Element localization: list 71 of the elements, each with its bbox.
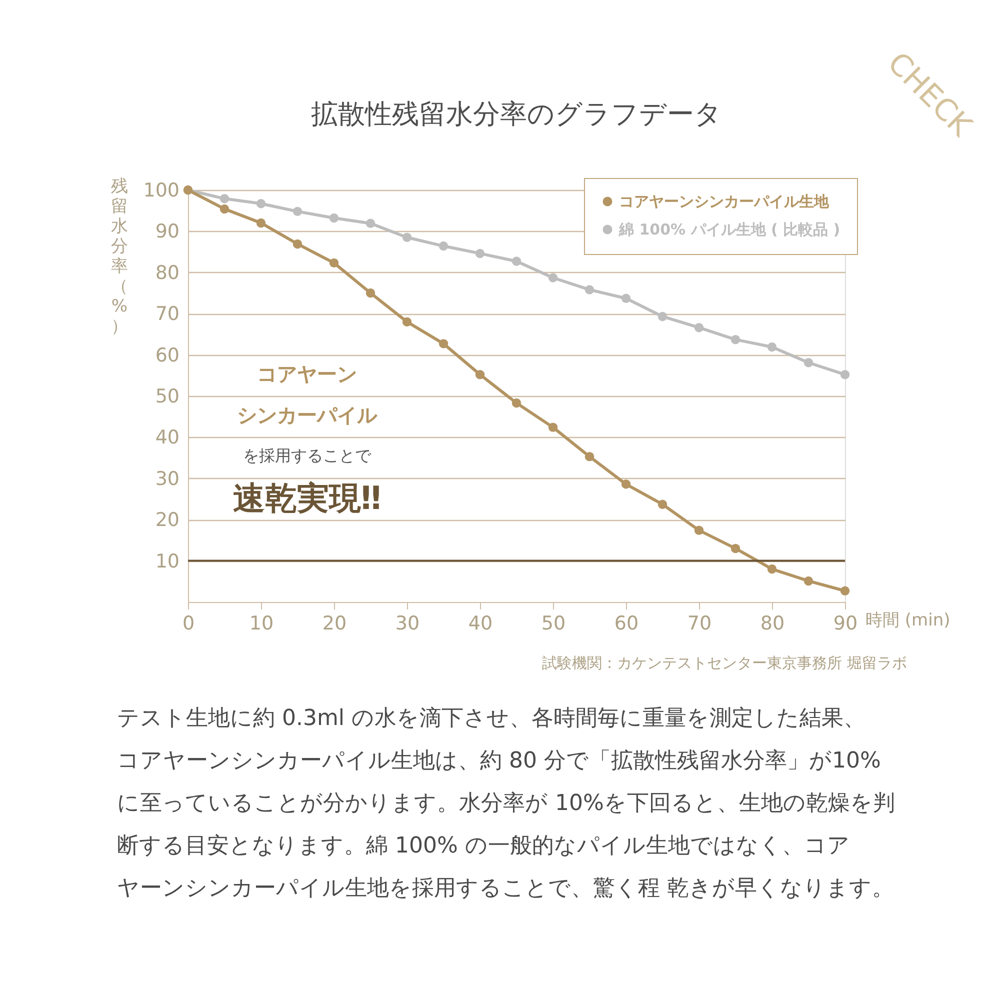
x-tick-label: 40 xyxy=(468,612,493,634)
point xyxy=(694,323,704,332)
y-tick-label: 80 xyxy=(155,262,180,284)
x-tick-label: 20 xyxy=(322,612,347,634)
point xyxy=(621,480,631,489)
point xyxy=(366,288,376,298)
point xyxy=(730,544,740,554)
y-axis-title: 残留水分率（%） xyxy=(111,176,128,336)
point xyxy=(329,258,339,268)
point xyxy=(512,256,522,266)
point xyxy=(840,586,850,596)
point xyxy=(840,370,850,380)
annotation: を採用することで xyxy=(243,446,372,465)
y-tick-label: 50 xyxy=(155,386,180,408)
point xyxy=(292,206,302,216)
point xyxy=(475,248,485,258)
x-tick-label: 0 xyxy=(182,612,195,634)
text: ヤーンシンカーパイル生地を採用することで、驚く程 乾きが早くなります。 xyxy=(117,876,894,901)
text: 断する目安となります。綿 100% の一般的なパイル生地ではなく、コア xyxy=(117,834,850,858)
y-tick-label: 70 xyxy=(155,303,180,326)
point xyxy=(256,198,266,208)
point xyxy=(584,452,594,462)
y-tick-label: 10 xyxy=(155,550,180,572)
x-tick-label: 50 xyxy=(541,612,566,634)
x-tick-label: 90 xyxy=(833,612,858,634)
x-tick-label: 80 xyxy=(760,612,785,634)
point xyxy=(220,204,230,214)
text: テスト生地に約 0.3ml の水を滴下させ、各時間毎に重量を測定した結果、 xyxy=(117,706,866,731)
point xyxy=(256,218,266,228)
point xyxy=(767,564,777,574)
point xyxy=(658,500,668,509)
annotation: コアヤーン xyxy=(257,362,357,386)
point xyxy=(438,339,448,348)
chart-title: 拡散性残留水分率のグラフデータ xyxy=(311,98,722,130)
x-tick-label: 10 xyxy=(249,612,274,634)
point xyxy=(584,285,594,294)
point xyxy=(548,273,558,282)
point xyxy=(512,398,522,408)
point xyxy=(329,213,339,223)
point xyxy=(366,218,376,228)
point xyxy=(767,342,777,352)
y-tick-label: 60 xyxy=(155,344,180,366)
point xyxy=(730,334,740,344)
point xyxy=(220,194,230,204)
x-axis-title: 時間 (min) xyxy=(866,610,950,630)
x-tick-label: 60 xyxy=(614,612,639,634)
annotation: 速乾実現‼ xyxy=(232,479,382,517)
y-tick-label: 40 xyxy=(155,426,180,449)
point xyxy=(402,317,412,326)
point xyxy=(438,241,448,251)
point xyxy=(804,576,814,586)
y-tick-label: 90 xyxy=(155,220,180,243)
legend-label: コアヤーンシンカーパイル生地 xyxy=(619,192,830,210)
point xyxy=(548,422,558,432)
point xyxy=(621,294,631,303)
x-tick-label: 30 xyxy=(395,612,420,634)
point xyxy=(292,239,302,249)
text: コアヤーンシンカーパイル生地は、約 80 分で「拡散性残留水分率」が10% xyxy=(117,748,881,774)
point xyxy=(694,526,704,535)
y-tick-label: 100 xyxy=(143,180,180,202)
text: に至っていることが分かります。水分率が 10%を下回ると、生地の乾燥を判 xyxy=(117,791,895,816)
text: 試験機関：カケンテストセンター東京事務所 堀留ラボ xyxy=(542,654,907,672)
annotation: シンカーパイル xyxy=(237,403,378,427)
y-tick-label: 20 xyxy=(155,509,180,532)
point xyxy=(658,312,668,322)
y-tick-label: 30 xyxy=(155,468,180,490)
legend-label: 綿 100% パイル生地 ( 比較品 ) xyxy=(618,220,840,238)
point xyxy=(475,370,485,380)
x-tick-label: 70 xyxy=(687,612,712,634)
point xyxy=(402,232,412,242)
point xyxy=(804,358,814,368)
